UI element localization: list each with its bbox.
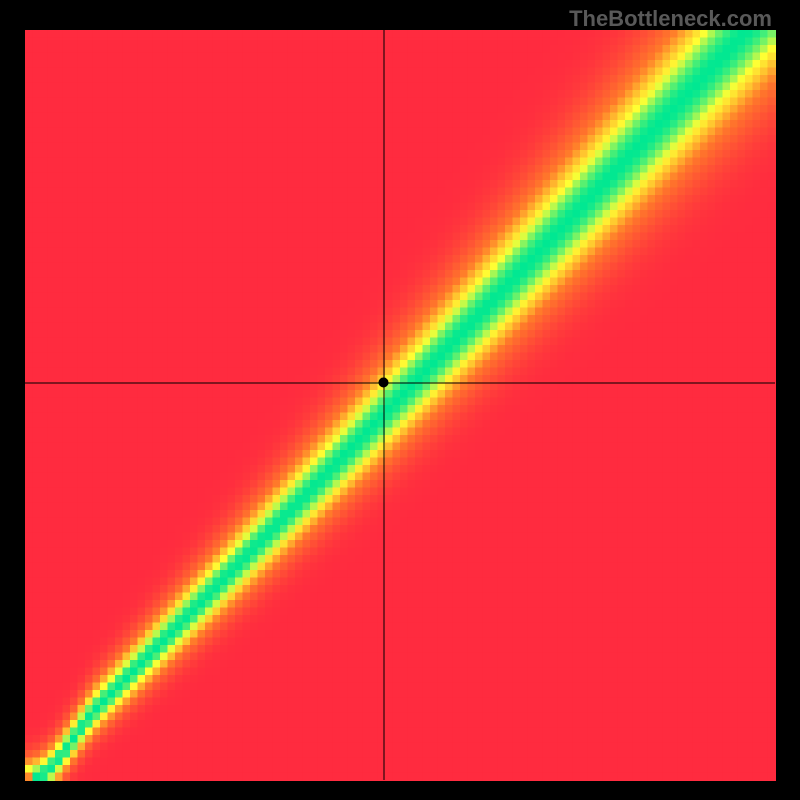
- watermark-text: TheBottleneck.com: [569, 6, 772, 32]
- bottleneck-heatmap-canvas: [0, 0, 800, 800]
- root: TheBottleneck.com: [0, 0, 800, 800]
